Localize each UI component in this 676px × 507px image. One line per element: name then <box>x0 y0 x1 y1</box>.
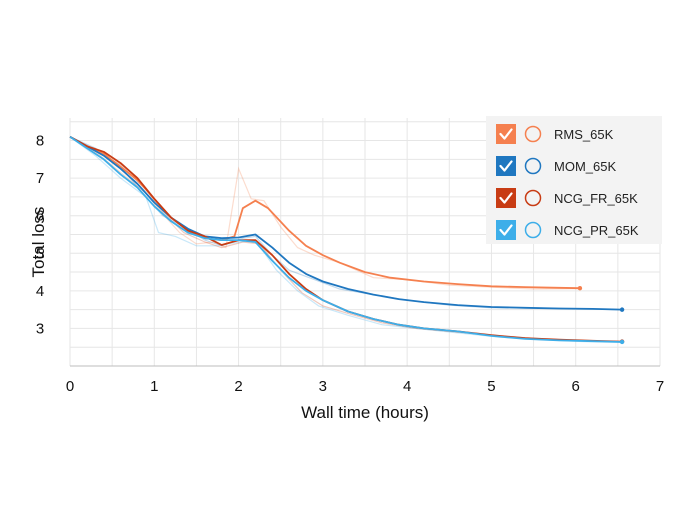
checkmark-icon <box>499 160 513 172</box>
x-tick-label: 2 <box>234 378 242 395</box>
legend-checkbox[interactable] <box>496 188 516 208</box>
y-tick-label: 3 <box>36 320 44 337</box>
legend-item[interactable]: NCG_PR_65K <box>496 220 639 240</box>
checkmark-icon <box>499 128 513 140</box>
legend-item[interactable]: RMS_65K <box>496 124 614 144</box>
y-tick-label: 5 <box>36 245 44 262</box>
x-tick-label: 5 <box>487 378 495 395</box>
legend-checkbox[interactable] <box>496 124 516 144</box>
series-end-marker <box>577 286 583 291</box>
y-axis-title: Total loss <box>29 207 48 278</box>
smoothed-lines <box>69 136 625 345</box>
x-tick-label: 6 <box>572 378 580 395</box>
y-tick-label: 7 <box>36 170 44 187</box>
checkmark-icon <box>499 192 513 204</box>
series-line <box>69 136 623 311</box>
series-line <box>69 136 580 290</box>
series-end-marker <box>619 307 625 312</box>
y-tick-label: 6 <box>36 208 44 225</box>
x-tick-label: 4 <box>403 378 411 395</box>
legend-label: NCG_PR_65K <box>554 223 639 238</box>
series-end-marker <box>619 339 625 345</box>
legend-checkbox[interactable] <box>496 156 516 176</box>
legend-label: MOM_65K <box>554 159 616 174</box>
y-tick-label: 8 <box>36 133 44 150</box>
x-axis-title: Wall time (hours) <box>301 403 429 422</box>
y-tick-label: 4 <box>36 283 44 300</box>
x-tick-label: 7 <box>656 378 664 395</box>
tick-labels: 0 1 2 3 4 5 6 7 3 4 5 6 7 8 <box>36 133 664 395</box>
legend-checkbox[interactable] <box>496 220 516 240</box>
legend-label: RMS_65K <box>554 127 614 142</box>
checkmark-icon <box>499 224 513 236</box>
circle-marker-icon <box>524 157 542 175</box>
circle-marker-icon <box>524 189 542 207</box>
legend: RMS_65K MOM_65K NCG_FR_65K NCG_PR_65K <box>486 116 662 244</box>
legend-item[interactable]: MOM_65K <box>496 156 616 176</box>
circle-marker-icon <box>524 221 542 239</box>
series-line <box>69 136 623 343</box>
legend-label: NCG_FR_65K <box>554 191 638 206</box>
x-tick-label: 0 <box>66 378 74 395</box>
legend-item[interactable]: NCG_FR_65K <box>496 188 638 208</box>
x-tick-label: 1 <box>150 378 158 395</box>
circle-marker-icon <box>524 125 542 143</box>
x-tick-label: 3 <box>319 378 327 395</box>
